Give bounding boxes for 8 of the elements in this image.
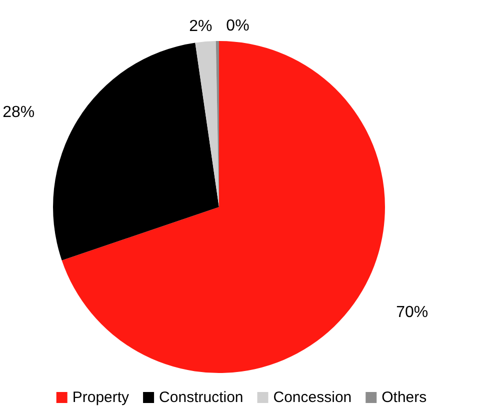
data-label: 70% [396,304,428,321]
legend-label: Concession [273,389,352,406]
data-label: 2% [189,18,212,36]
legend-label: Construction [159,389,244,406]
data-label: 0% [226,18,250,35]
legend-label: Others [382,389,427,406]
legend-label: Property [72,389,130,406]
data-label: 28% [2,104,35,121]
